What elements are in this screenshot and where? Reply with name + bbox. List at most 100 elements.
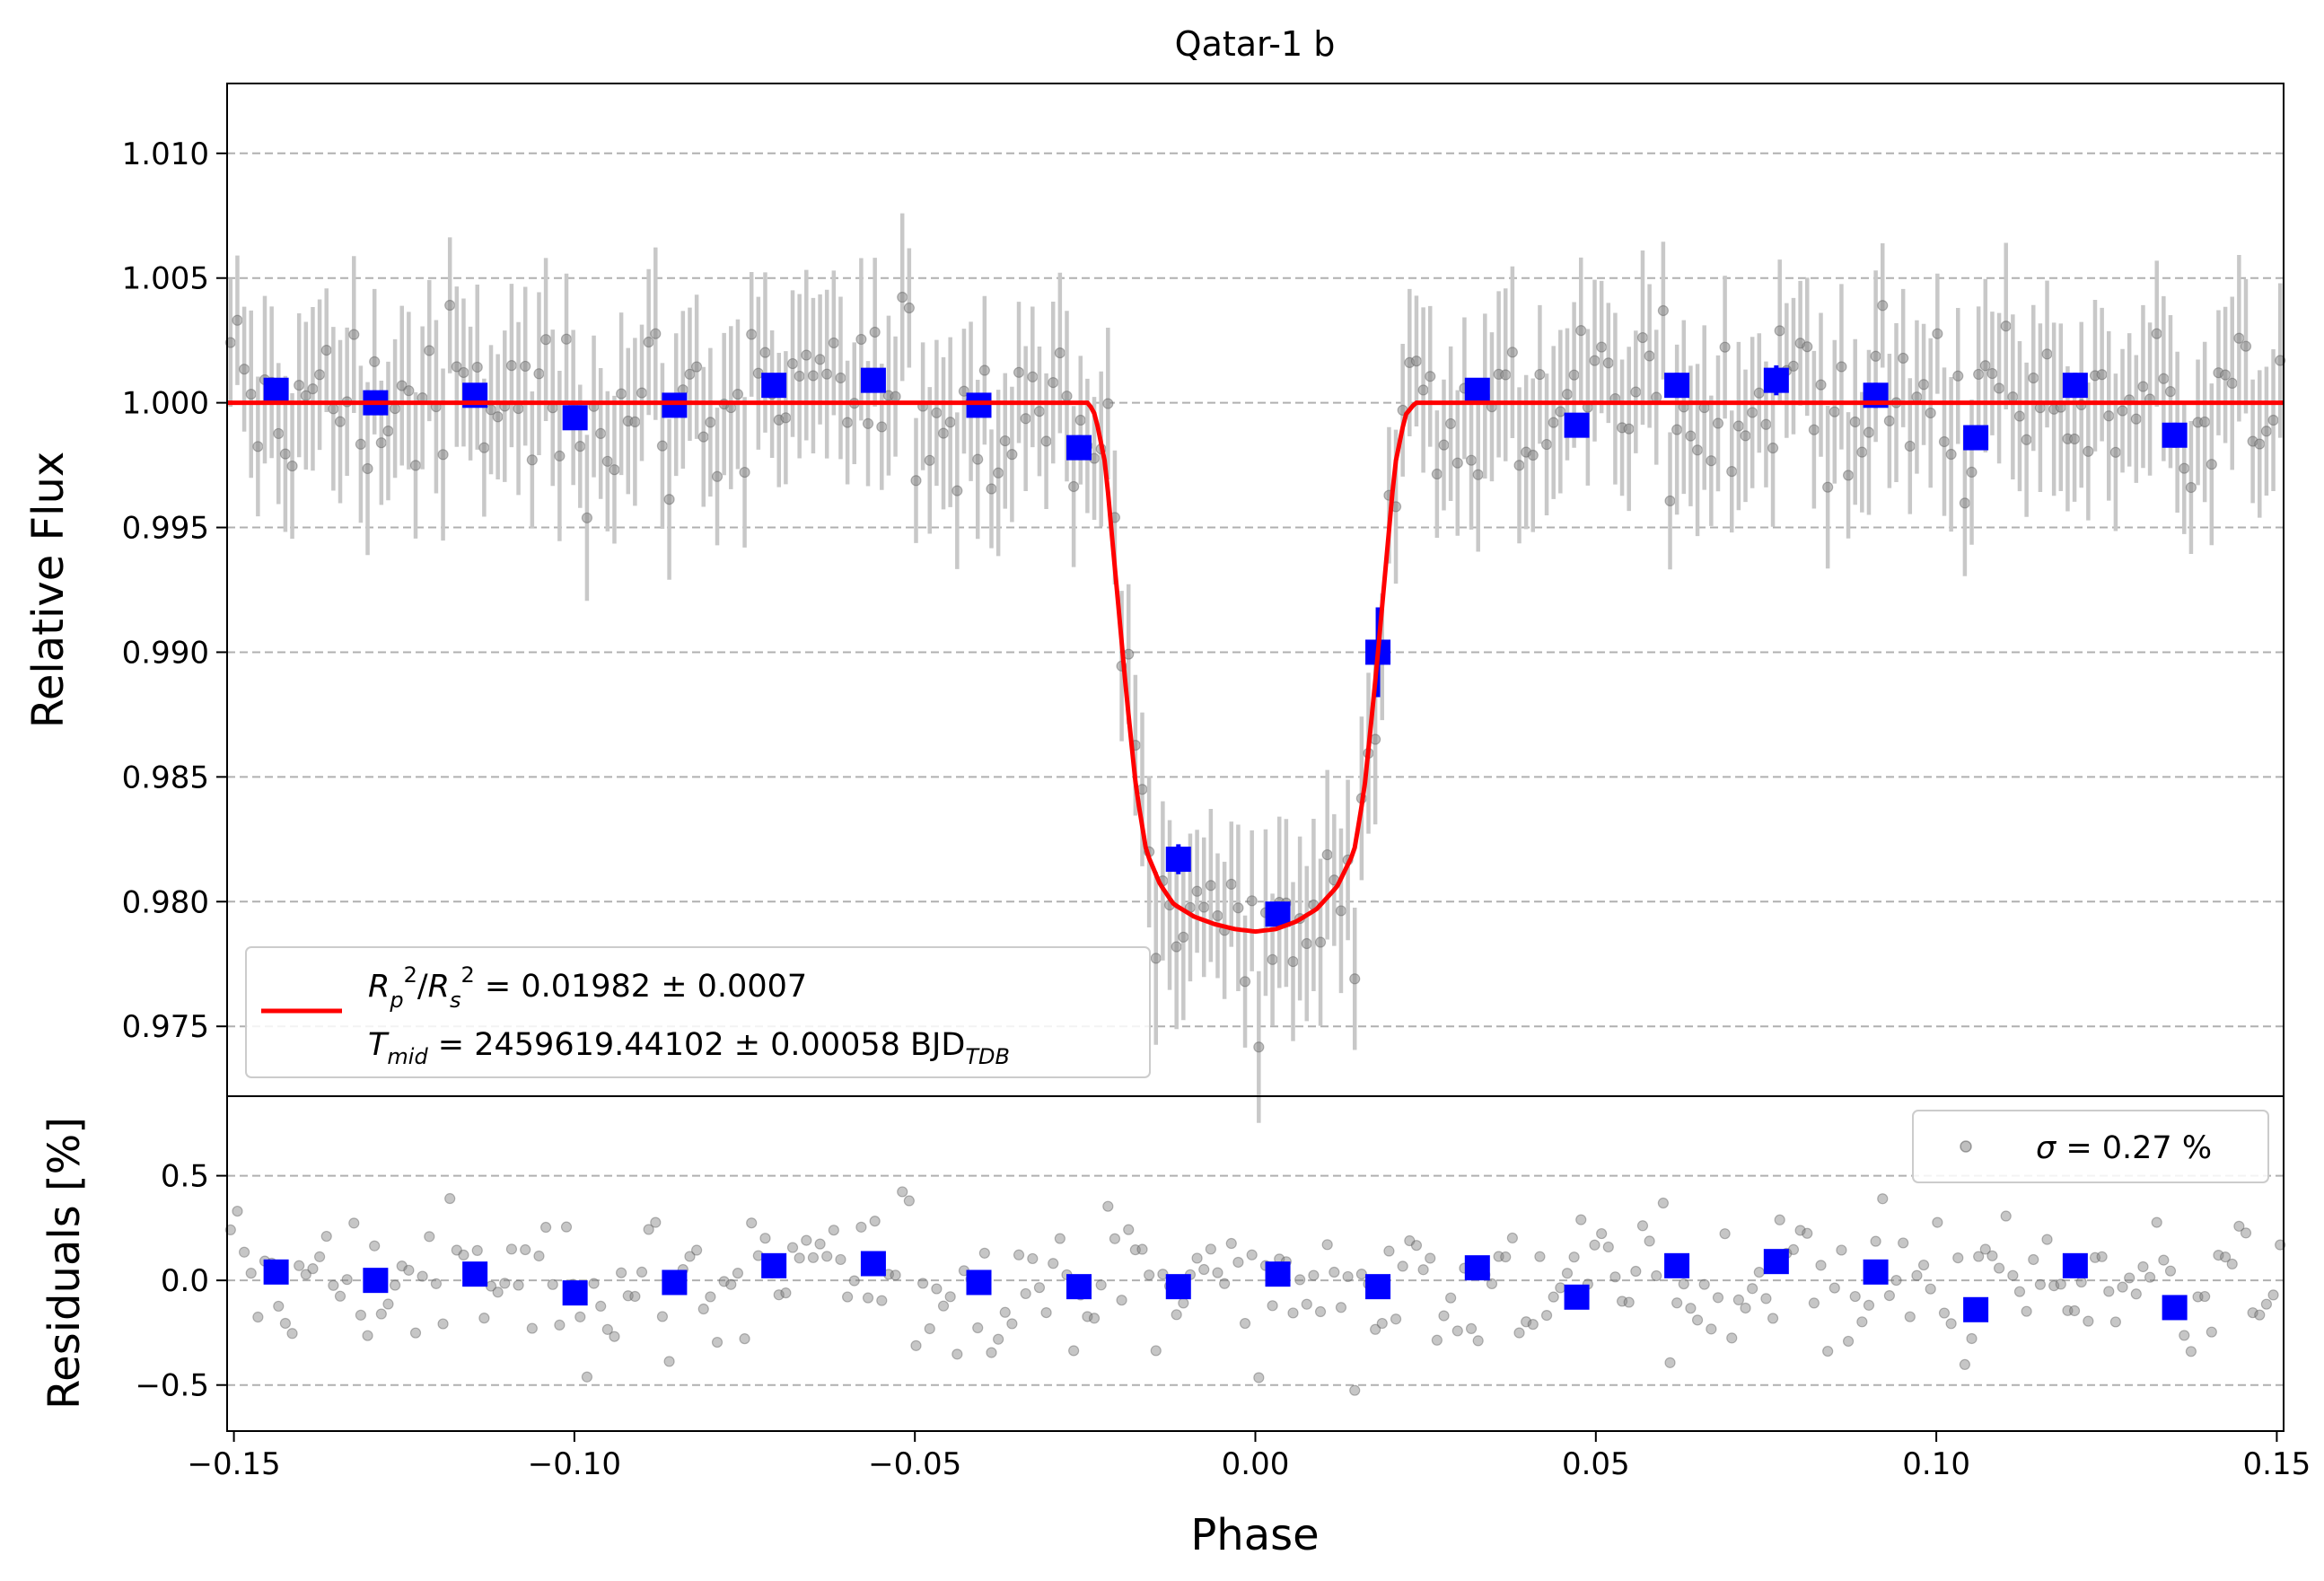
residual-raw-point bbox=[403, 1264, 415, 1276]
flux-raw-point bbox=[1451, 457, 1463, 469]
flux-binned-point bbox=[966, 392, 992, 418]
residual-raw-point bbox=[2164, 1265, 2177, 1277]
residual-raw-point bbox=[334, 1290, 346, 1302]
flux-raw-point bbox=[2117, 405, 2128, 417]
residual-raw-point bbox=[1144, 1269, 1155, 1281]
residual-raw-point bbox=[1294, 1274, 1306, 1286]
residual-raw-point bbox=[842, 1291, 854, 1303]
residual-raw-point bbox=[1425, 1252, 1436, 1264]
residual-raw-point bbox=[1534, 1251, 1546, 1262]
flux-raw-point bbox=[650, 328, 662, 339]
residual-raw-point bbox=[2021, 1305, 2032, 1317]
residual-raw-point bbox=[478, 1313, 490, 1324]
residual-raw-point bbox=[409, 1327, 422, 1339]
residual-raw-point bbox=[684, 1251, 696, 1262]
residual-raw-point bbox=[2185, 1346, 2197, 1357]
residual-raw-point bbox=[1171, 1309, 1182, 1321]
residual-raw-point bbox=[444, 1192, 456, 1205]
flux-raw-point bbox=[1178, 931, 1189, 943]
flux-raw-point bbox=[2254, 438, 2266, 450]
residual-raw-point bbox=[835, 1253, 846, 1266]
residual-binned-point bbox=[1863, 1259, 1889, 1285]
residual-raw-point bbox=[348, 1217, 360, 1229]
flux-y-tick-label: 0.990 bbox=[122, 635, 209, 671]
flux-binned-point bbox=[1763, 367, 1789, 393]
flux-legend-midtime: Tmid = 2459619.44102 ± 0.00058 BJDTDB bbox=[368, 1027, 1010, 1069]
residual-raw-point bbox=[1747, 1283, 1758, 1295]
residual-binned-point bbox=[860, 1251, 886, 1277]
flux-raw-point bbox=[1808, 424, 1820, 435]
residual-raw-point bbox=[773, 1289, 785, 1301]
flux-raw-point bbox=[2028, 372, 2039, 384]
flux-raw-point bbox=[1719, 341, 1731, 353]
residual-raw-point bbox=[1267, 1300, 1278, 1312]
residual-raw-point bbox=[616, 1267, 627, 1278]
flux-raw-point bbox=[1068, 480, 1080, 493]
flux-raw-point bbox=[1102, 398, 1114, 409]
residual-raw-point bbox=[890, 1269, 901, 1281]
residual-raw-point bbox=[1205, 1243, 1216, 1255]
residual-raw-point bbox=[1760, 1293, 1772, 1304]
residual-raw-point bbox=[279, 1317, 292, 1330]
flux-raw-point bbox=[924, 454, 935, 466]
flux-raw-point bbox=[629, 416, 641, 427]
residual-raw-point bbox=[910, 1339, 922, 1351]
flux-raw-point bbox=[389, 402, 401, 415]
residual-raw-point bbox=[1253, 1372, 1265, 1383]
residual-raw-point bbox=[1829, 1282, 1840, 1294]
residual-raw-point bbox=[1883, 1289, 1895, 1302]
flux-raw-point bbox=[1048, 377, 1059, 389]
flux-raw-point bbox=[1445, 417, 1457, 430]
flux-raw-point bbox=[2233, 332, 2245, 344]
residual-raw-point bbox=[232, 1205, 243, 1217]
flux-raw-point bbox=[759, 347, 771, 358]
flux-raw-point bbox=[1465, 454, 1478, 466]
phase-x-tick-label: −0.05 bbox=[868, 1446, 961, 1482]
residual-binned-point bbox=[2062, 1252, 2088, 1278]
residual-raw-point bbox=[1342, 1270, 1354, 1283]
residual-raw-point bbox=[862, 1292, 874, 1304]
residual-raw-point bbox=[588, 1278, 600, 1289]
flux-raw-point bbox=[1760, 418, 1772, 430]
residual-raw-point bbox=[1904, 1311, 1916, 1322]
residual-raw-point bbox=[952, 1348, 963, 1360]
residual-raw-point bbox=[931, 1283, 943, 1295]
flux-raw-point bbox=[492, 411, 504, 423]
residual-raw-point bbox=[437, 1318, 449, 1330]
residual-raw-point bbox=[1691, 1314, 1704, 1326]
residual-raw-point bbox=[2109, 1316, 2122, 1328]
residual-raw-point bbox=[224, 1224, 236, 1235]
flux-raw-point bbox=[574, 441, 586, 452]
residual-raw-point bbox=[746, 1217, 758, 1229]
residual-raw-point bbox=[814, 1238, 826, 1250]
flux-raw-point bbox=[1630, 386, 1642, 398]
flux-raw-point bbox=[533, 368, 545, 380]
residual-raw-point bbox=[2062, 1304, 2074, 1316]
residual-raw-point bbox=[355, 1309, 367, 1321]
flux-raw-point bbox=[1500, 369, 1512, 381]
residual-raw-point bbox=[1973, 1251, 1985, 1262]
flux-raw-point bbox=[1877, 300, 1889, 312]
residual-raw-point bbox=[1472, 1335, 1484, 1347]
residual-raw-point bbox=[471, 1244, 483, 1256]
flux-raw-point bbox=[1932, 328, 1943, 339]
residual-raw-point bbox=[341, 1274, 353, 1286]
flux-raw-point bbox=[1945, 448, 1957, 461]
residual-raw-point bbox=[1685, 1303, 1697, 1314]
residual-raw-point bbox=[869, 1216, 881, 1227]
residual-raw-point bbox=[362, 1330, 373, 1341]
residual-raw-point bbox=[1678, 1278, 1689, 1290]
flux-raw-point bbox=[663, 494, 675, 505]
flux-raw-point bbox=[1555, 406, 1566, 417]
residual-raw-point bbox=[1438, 1310, 1450, 1322]
residual-raw-point bbox=[513, 1279, 524, 1291]
residual-raw-point bbox=[2124, 1272, 2135, 1284]
flux-y-axis-label: Relative Flux bbox=[23, 452, 74, 729]
residual-raw-point bbox=[1068, 1345, 1080, 1357]
residual-binned-point bbox=[2162, 1295, 2188, 1321]
flux-raw-point bbox=[862, 417, 874, 429]
residual-raw-point bbox=[1465, 1322, 1478, 1335]
residual-raw-point bbox=[1390, 1313, 1402, 1325]
flux-raw-point bbox=[1205, 880, 1216, 892]
residual-raw-point bbox=[520, 1243, 531, 1256]
